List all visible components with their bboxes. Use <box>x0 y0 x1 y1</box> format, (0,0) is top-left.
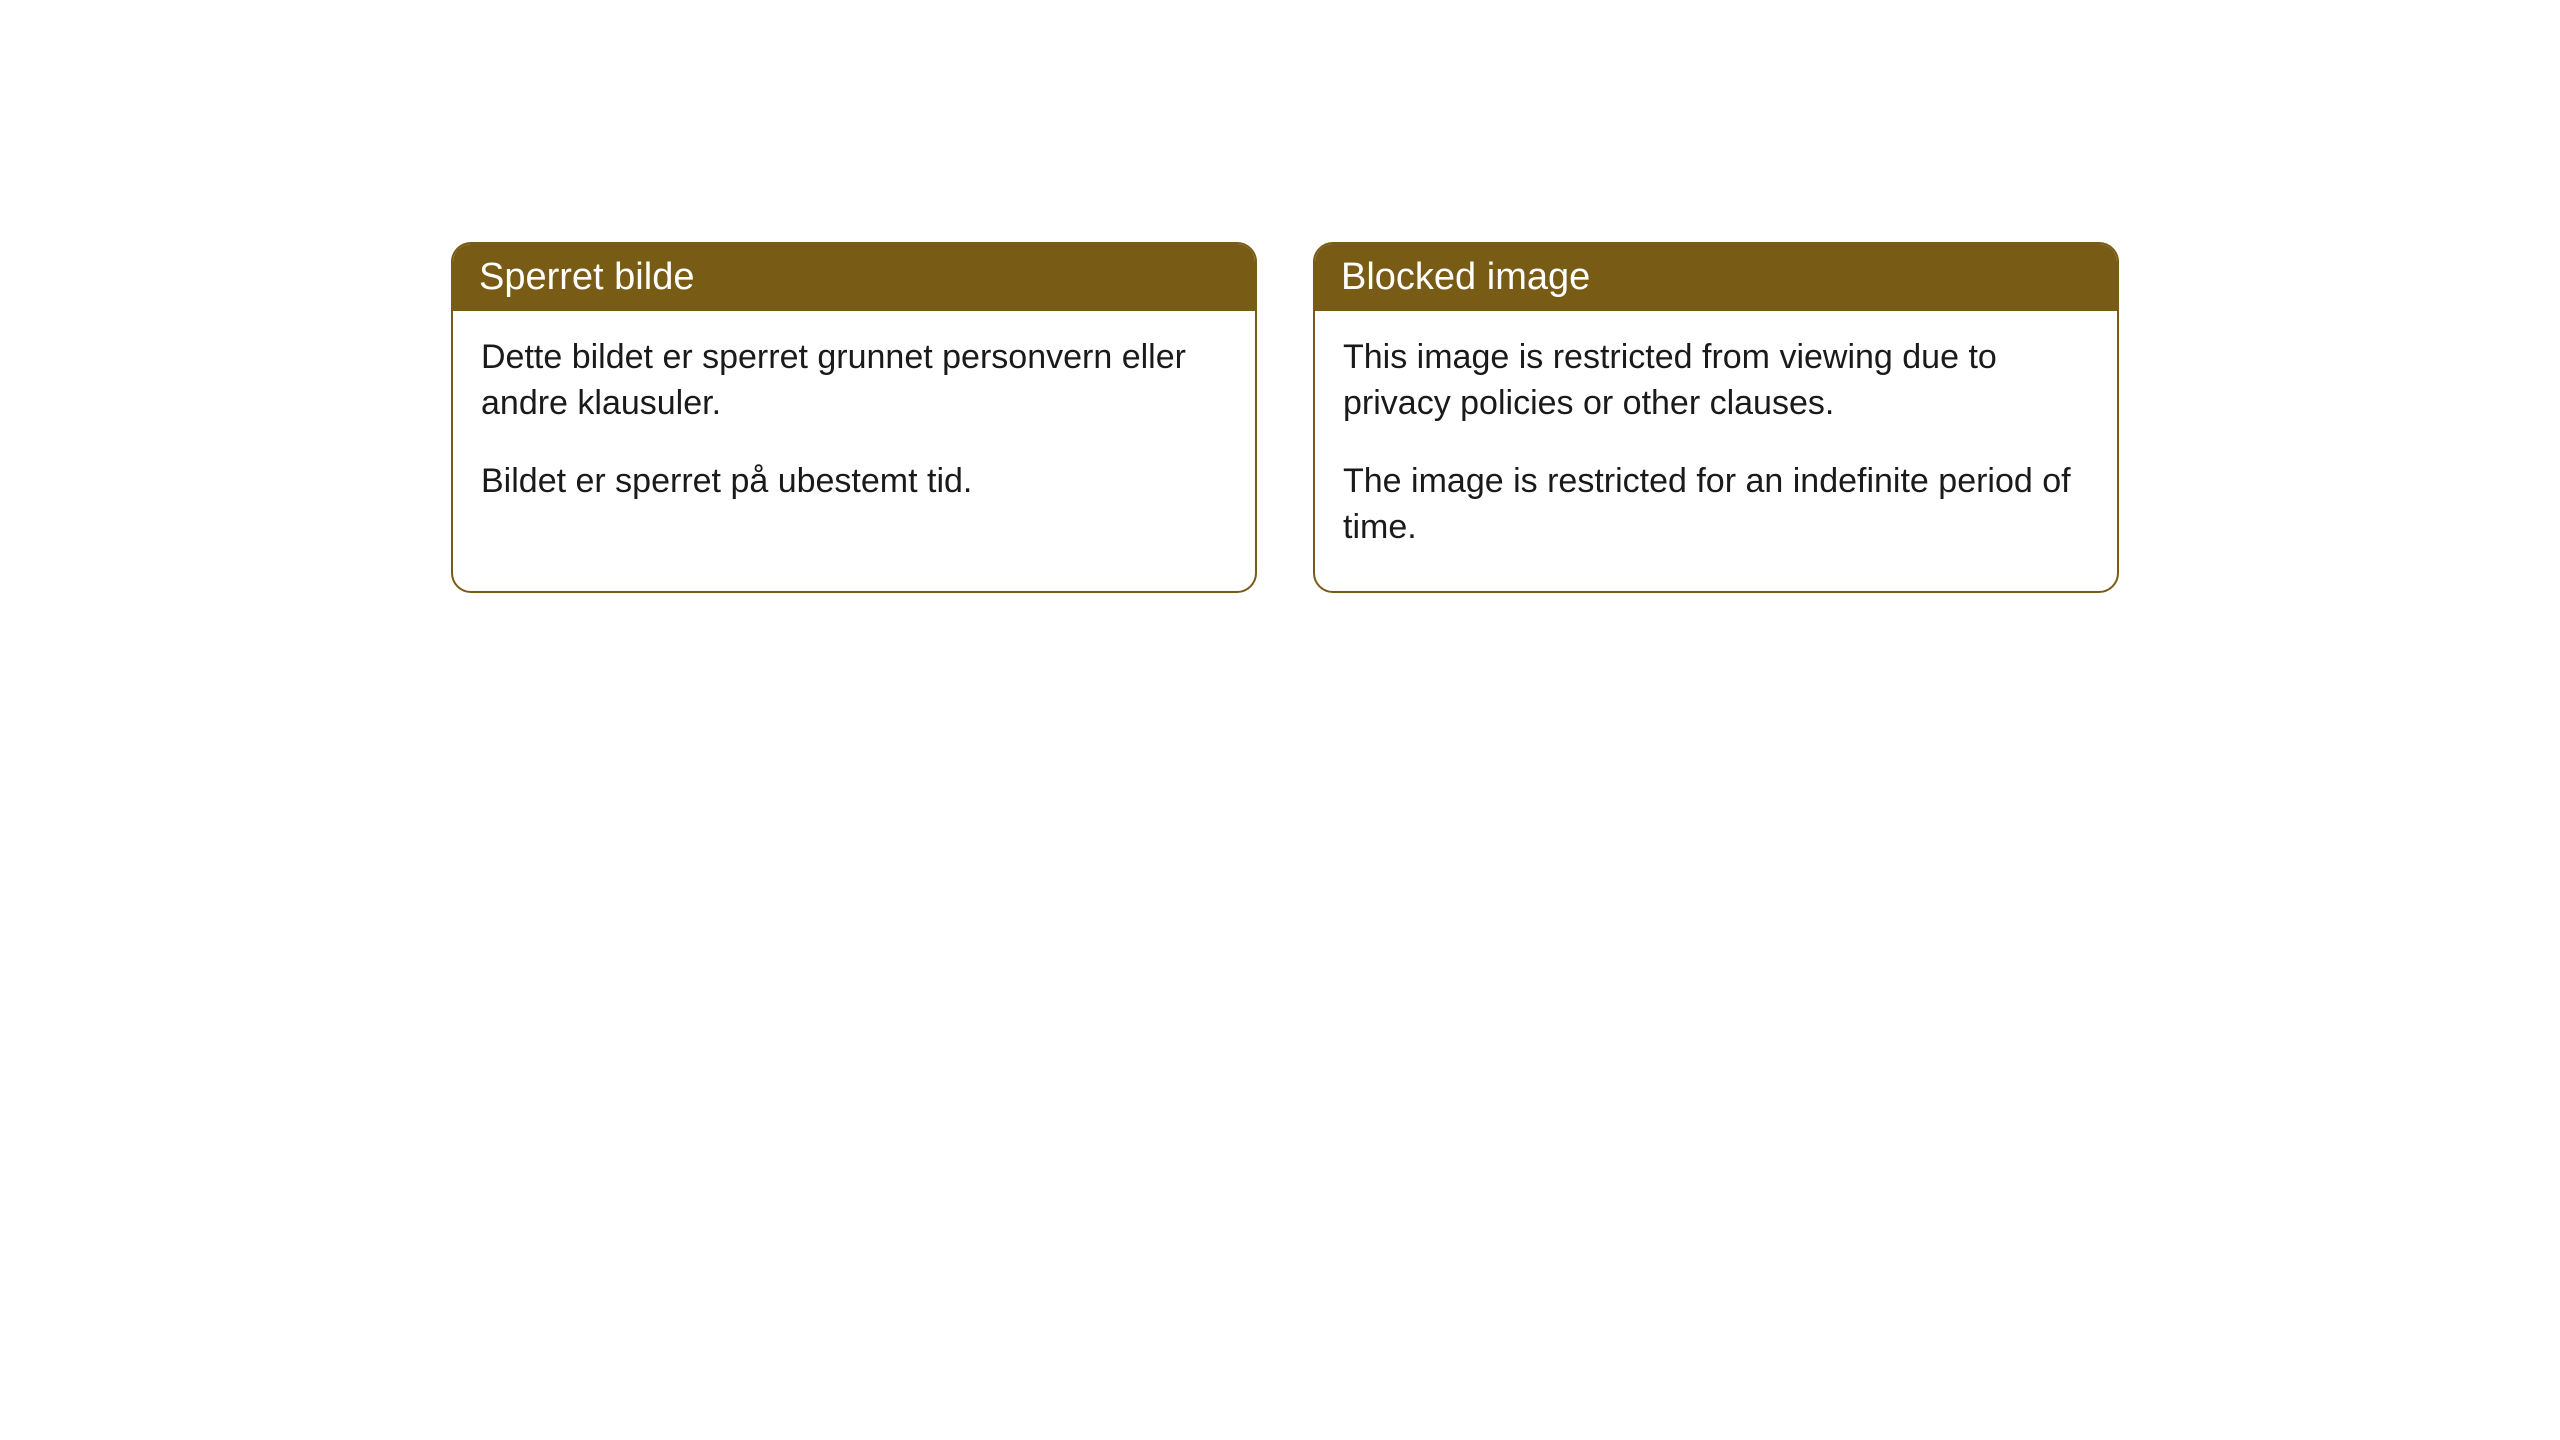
card-header-norwegian: Sperret bilde <box>453 244 1255 311</box>
blocked-image-card-norwegian: Sperret bilde Dette bildet er sperret gr… <box>451 242 1257 593</box>
blocked-image-card-english: Blocked image This image is restricted f… <box>1313 242 2119 593</box>
card-paragraph-1-norwegian: Dette bildet er sperret grunnet personve… <box>481 335 1227 427</box>
card-body-norwegian: Dette bildet er sperret grunnet personve… <box>453 311 1255 545</box>
notice-container: Sperret bilde Dette bildet er sperret gr… <box>0 0 2560 593</box>
card-title-norwegian: Sperret bilde <box>479 256 694 298</box>
card-header-english: Blocked image <box>1315 244 2117 311</box>
card-paragraph-1-english: This image is restricted from viewing du… <box>1343 335 2089 427</box>
card-paragraph-2-norwegian: Bildet er sperret på ubestemt tid. <box>481 459 1227 505</box>
card-paragraph-2-english: The image is restricted for an indefinit… <box>1343 459 2089 551</box>
card-title-english: Blocked image <box>1341 256 1590 298</box>
card-body-english: This image is restricted from viewing du… <box>1315 311 2117 591</box>
